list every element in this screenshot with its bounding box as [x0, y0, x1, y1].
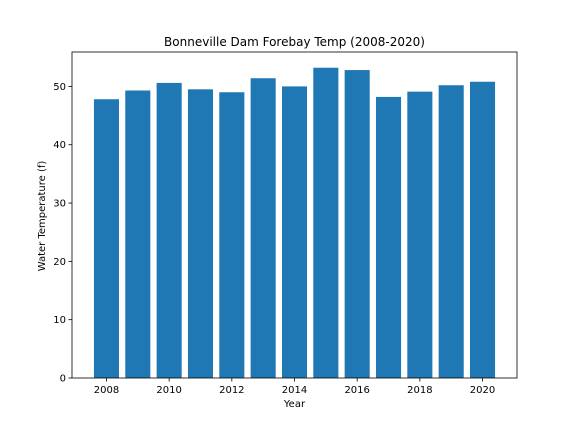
chart-title: Bonneville Dam Forebay Temp (2008-2020): [164, 35, 425, 49]
x-tick-label-2014: 2014: [282, 385, 307, 396]
x-axis-ticks: 2008 2010 2012 2014 2016 2018 2020: [94, 378, 495, 396]
bar-2017: [375, 96, 402, 379]
y-tick-label-40: 40: [53, 140, 66, 151]
bar-2008: [93, 99, 120, 379]
y-tick-label-50: 50: [53, 82, 66, 93]
bar-2016: [344, 70, 370, 379]
x-tick-label-2018: 2018: [407, 385, 432, 396]
y-axis-label: Water Temperature (f): [37, 161, 48, 272]
bar-2018: [407, 91, 433, 379]
x-tick-label-2016: 2016: [344, 385, 369, 396]
bar-2013: [250, 78, 276, 379]
bars-group: [93, 67, 496, 379]
x-tick-label-2012: 2012: [219, 385, 244, 396]
bar-2012: [219, 92, 245, 378]
bar-2015: [313, 67, 339, 378]
x-tick-label-2008: 2008: [94, 385, 119, 396]
bar-2011: [187, 89, 214, 378]
x-tick-label-2010: 2010: [156, 385, 181, 396]
y-tick-label-30: 30: [53, 199, 66, 210]
bar-2019: [438, 85, 464, 378]
bar-2020: [469, 81, 496, 378]
y-tick-label-0: 0: [60, 374, 66, 385]
x-tick-label-2020: 2020: [470, 385, 495, 396]
y-tick-label-20: 20: [53, 257, 66, 268]
x-axis-label: Year: [283, 399, 306, 410]
y-tick-label-10: 10: [53, 315, 66, 326]
bar-2009: [125, 90, 151, 378]
plot-frame: [71, 51, 518, 379]
bar-2010: [156, 82, 182, 379]
y-axis-ticks: 0 10 20 30 40 50: [53, 82, 72, 385]
bar-2014: [281, 86, 308, 378]
